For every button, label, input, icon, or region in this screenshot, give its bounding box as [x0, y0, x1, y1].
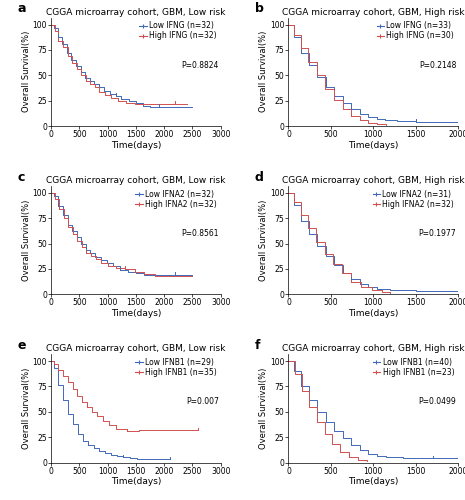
Text: b: b [255, 2, 264, 16]
Y-axis label: Overall Survival(%): Overall Survival(%) [22, 200, 31, 280]
X-axis label: Time(days): Time(days) [111, 477, 161, 486]
Y-axis label: Overall Survival(%): Overall Survival(%) [259, 368, 268, 449]
Legend: Low IFNA2 (n=32), High IFNA2 (n=32): Low IFNA2 (n=32), High IFNA2 (n=32) [135, 190, 217, 208]
Y-axis label: Overall Survival(%): Overall Survival(%) [259, 31, 268, 112]
Title: CGGA microarray cohort, GBM, Low risk: CGGA microarray cohort, GBM, Low risk [46, 8, 226, 16]
Y-axis label: Overall Survival(%): Overall Survival(%) [259, 200, 268, 280]
Text: c: c [17, 170, 25, 183]
Title: CGGA microarray cohort, GBM, High risk: CGGA microarray cohort, GBM, High risk [282, 8, 465, 16]
Legend: Low IFNA2 (n=31), High IFNA2 (n=32): Low IFNA2 (n=31), High IFNA2 (n=32) [372, 190, 454, 208]
Text: f: f [255, 339, 260, 352]
Title: CGGA microarray cohort, GBM, High risk: CGGA microarray cohort, GBM, High risk [282, 344, 465, 353]
Text: P=0.007: P=0.007 [186, 398, 219, 406]
Text: P=0.1977: P=0.1977 [418, 229, 456, 238]
Text: P=0.8824: P=0.8824 [182, 61, 219, 70]
Legend: Low IFNB1 (n=29), High IFNB1 (n=35): Low IFNB1 (n=29), High IFNB1 (n=35) [135, 358, 217, 377]
X-axis label: Time(days): Time(days) [348, 309, 399, 318]
X-axis label: Time(days): Time(days) [111, 140, 161, 149]
X-axis label: Time(days): Time(days) [348, 477, 399, 486]
Legend: Low IFNB1 (n=40), High IFNB1 (n=23): Low IFNB1 (n=40), High IFNB1 (n=23) [372, 358, 454, 377]
Title: CGGA microarray cohort, GBM, Low risk: CGGA microarray cohort, GBM, Low risk [46, 344, 226, 353]
Title: CGGA microarray cohort, GBM, High risk: CGGA microarray cohort, GBM, High risk [282, 176, 465, 185]
Text: d: d [255, 170, 264, 183]
Legend: Low IFNG (n=32), High IFNG (n=32): Low IFNG (n=32), High IFNG (n=32) [140, 22, 217, 40]
Text: P=0.2148: P=0.2148 [419, 61, 456, 70]
Y-axis label: Overall Survival(%): Overall Survival(%) [22, 368, 31, 449]
Text: e: e [17, 339, 26, 352]
X-axis label: Time(days): Time(days) [348, 140, 399, 149]
Text: a: a [17, 2, 26, 16]
Legend: Low IFNG (n=33), High IFNG (n=30): Low IFNG (n=33), High IFNG (n=30) [377, 22, 454, 40]
Y-axis label: Overall Survival(%): Overall Survival(%) [22, 31, 31, 112]
Text: P=0.0499: P=0.0499 [418, 398, 456, 406]
Text: P=0.8561: P=0.8561 [181, 229, 219, 238]
Title: CGGA microarray cohort, GBM, Low risk: CGGA microarray cohort, GBM, Low risk [46, 176, 226, 185]
X-axis label: Time(days): Time(days) [111, 309, 161, 318]
